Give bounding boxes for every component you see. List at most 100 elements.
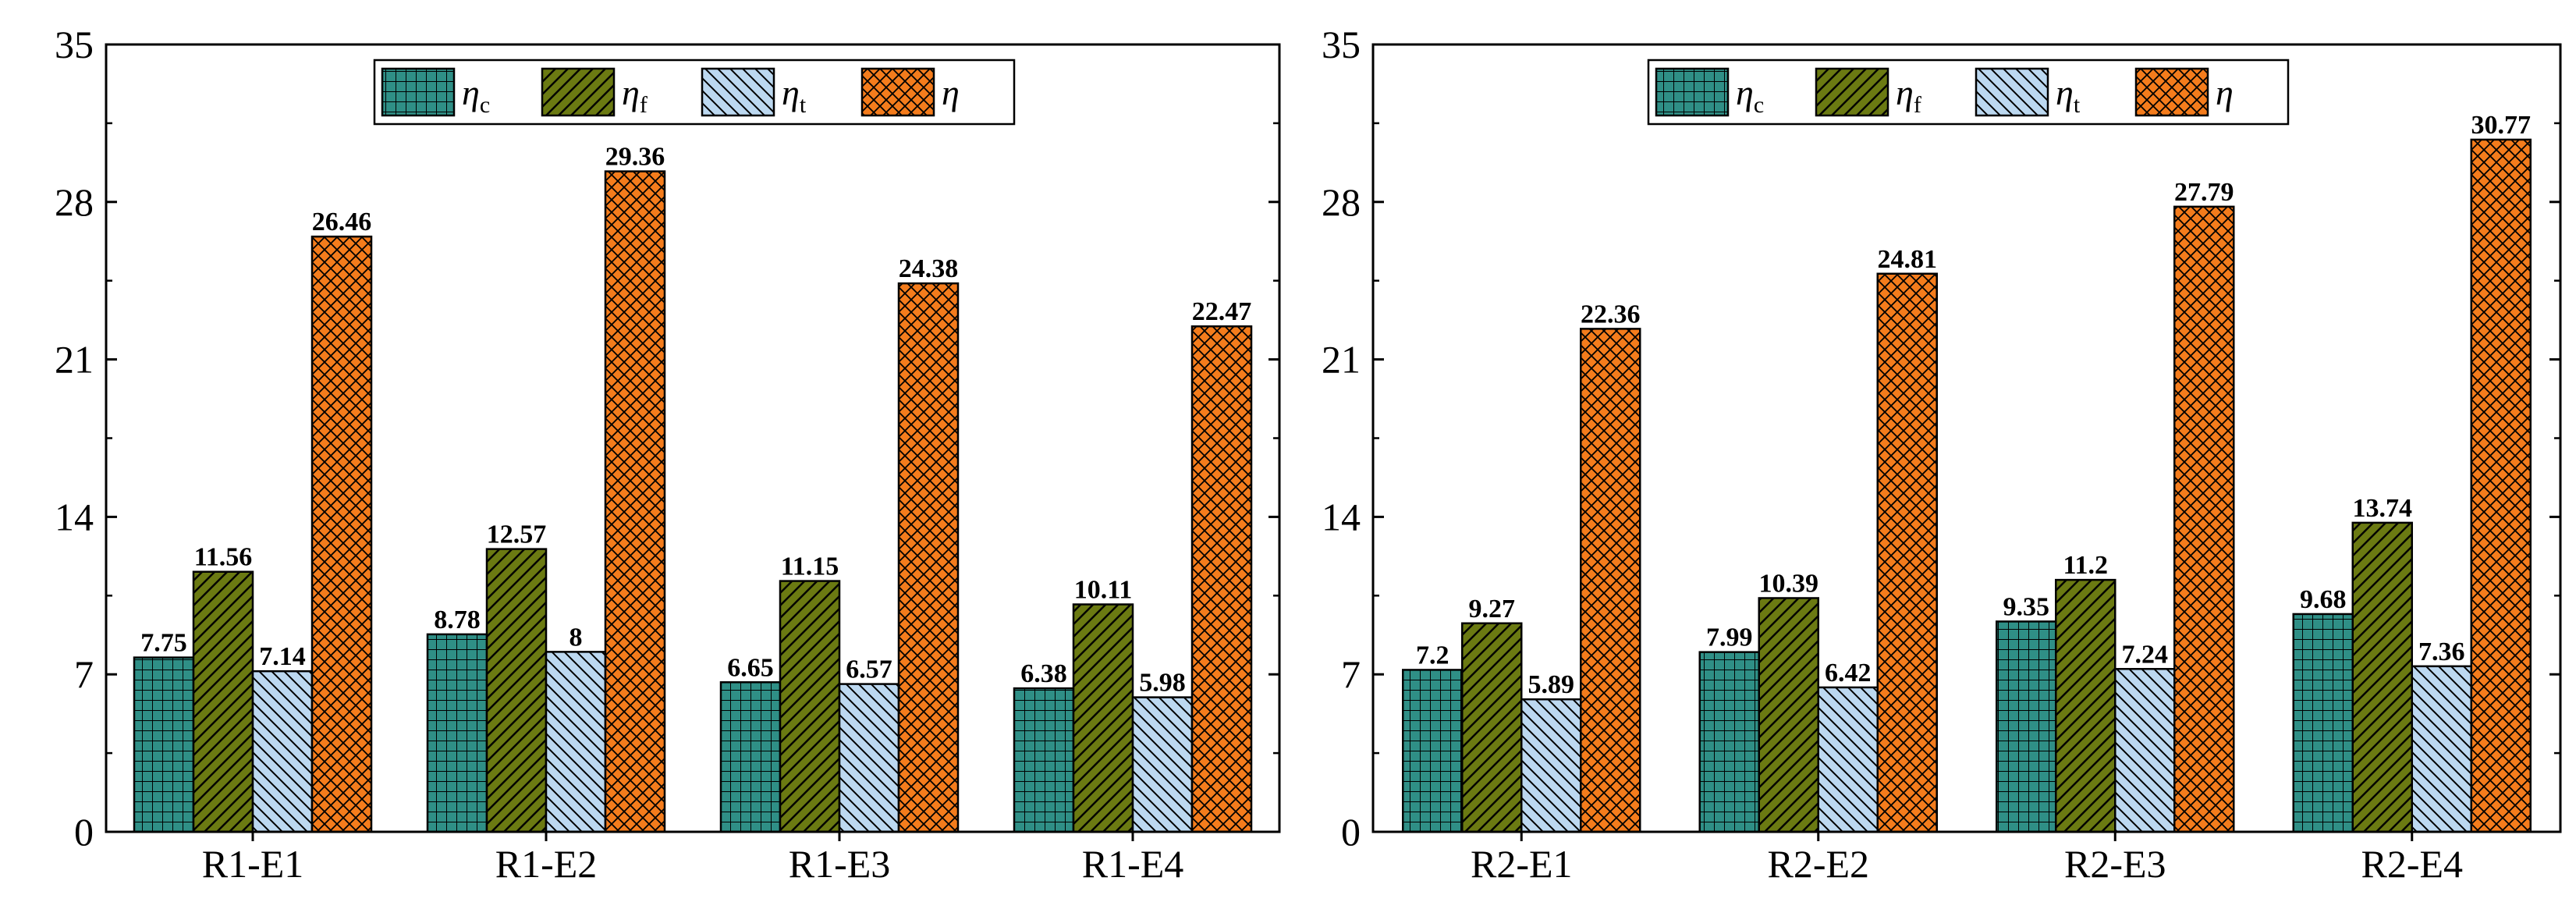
legend-subscript: t [800, 92, 807, 118]
y-tick-label: 7 [1341, 652, 1361, 696]
y-tick-label: 14 [1322, 495, 1361, 538]
y-tick-label: 0 [74, 810, 94, 854]
data-label: 7.36 [2418, 638, 2465, 666]
data-label: 5.89 [1528, 670, 1575, 699]
legend-label-f: ηf [1896, 73, 1921, 118]
bar-t-r1-e3 [838, 683, 900, 833]
legend-subscript: c [1754, 92, 1764, 118]
bar-e-r1-e1 [310, 235, 373, 833]
bar-t-r2-e3 [2114, 668, 2176, 833]
bar-f-r1-e3 [779, 580, 841, 833]
legend-swatch-f [541, 67, 616, 117]
data-label: 24.38 [899, 254, 959, 283]
y-tick-label: 28 [55, 180, 94, 224]
x-category-label: R2-E2 [1767, 842, 1869, 886]
x-category-label: R1-E2 [495, 842, 598, 886]
data-label: 30.77 [2471, 111, 2532, 140]
y-tick-label: 0 [1341, 810, 1361, 854]
bar-f-r2-e4 [2351, 521, 2413, 833]
data-label: 12.57 [487, 520, 547, 549]
legend-label-e: η [942, 73, 960, 112]
bar-e-r2-e1 [1580, 328, 1641, 833]
legend-symbol: η [782, 73, 800, 112]
bar-f-r1-e4 [1072, 603, 1134, 833]
data-label: 24.81 [1878, 245, 1938, 274]
legend-symbol: η [462, 73, 480, 112]
data-label: 22.47 [1192, 297, 1252, 326]
data-label: 10.39 [1759, 569, 1819, 598]
bar-e-r1-e3 [897, 282, 960, 833]
data-label: 6.57 [846, 655, 892, 684]
bar-c-r1-e1 [133, 656, 195, 833]
x-category-label: R2-E4 [2361, 842, 2463, 886]
legend-swatch-c [381, 67, 456, 117]
data-label: 6.42 [1825, 659, 1872, 687]
bar-c-r2-e1 [1402, 669, 1464, 833]
bar-c-r1-e4 [1013, 687, 1075, 833]
data-label: 22.36 [1581, 300, 1641, 329]
legend-swatch-e [2134, 67, 2209, 117]
legend-label-c: ηc [462, 73, 490, 118]
plot-frame [1371, 43, 2562, 833]
data-label: 9.27 [1469, 595, 1516, 623]
legend-label-c: ηc [1736, 73, 1764, 118]
legend-subscript: t [2074, 92, 2081, 118]
bar-e-r2-e4 [2470, 138, 2532, 833]
bar-e-r2-e3 [2173, 205, 2235, 833]
chart-panel-right: 0 7 14 21 28 35 7.2 9.27 5.89 22.36 R2-E1 7.9910.39… [1322, 23, 2562, 886]
legend-swatch-t [701, 67, 775, 117]
x-category-label: R2-E3 [2064, 842, 2166, 886]
bar-c-r2-e2 [1698, 651, 1760, 833]
y-tick-label: 28 [1322, 180, 1361, 224]
legend-label-t: ηt [2056, 73, 2081, 118]
legend-swatch-t [1975, 67, 2049, 117]
legend-subscript: f [1914, 92, 1921, 118]
data-label: 7.2 [1416, 641, 1449, 670]
bar-e-r1-e4 [1190, 325, 1253, 833]
data-label: 11.2 [2063, 551, 2108, 580]
legend-label-e: η [2216, 73, 2234, 112]
legend-subscript: c [480, 92, 490, 118]
bar-t-r2-e2 [1817, 686, 1879, 833]
bar-f-r1-e1 [192, 570, 254, 833]
data-label: 8.78 [434, 606, 481, 634]
legend-symbol: η [1896, 73, 1914, 112]
legend-symbol: η [2216, 73, 2234, 112]
data-label: 7.75 [140, 629, 187, 658]
plot-frame [105, 43, 1281, 833]
bar-e-r2-e2 [1876, 272, 1938, 833]
bar-t-r1-e4 [1131, 696, 1194, 833]
data-label: 5.98 [1139, 669, 1186, 698]
bar-c-r1-e2 [426, 633, 488, 833]
y-tick-label: 7 [74, 652, 94, 696]
data-label: 11.15 [781, 552, 839, 581]
bar-f-r2-e2 [1758, 597, 1819, 833]
data-label: 11.56 [194, 543, 253, 572]
legend-symbol: η [942, 73, 960, 112]
data-label: 27.79 [2174, 178, 2234, 207]
y-tick-label: 21 [55, 338, 94, 382]
data-label: 10.11 [1074, 576, 1133, 605]
data-label: 9.68 [2300, 585, 2347, 614]
legend-label-f: ηf [622, 73, 648, 118]
data-label: 7.14 [259, 642, 306, 671]
x-category-label: R1-E4 [1082, 842, 1184, 886]
x-category-label: R2-E1 [1471, 842, 1573, 886]
y-tick-label: 14 [55, 495, 94, 538]
legend-swatch-e [860, 67, 935, 117]
data-label: 26.46 [312, 208, 372, 236]
data-label: 13.74 [2353, 494, 2413, 523]
y-tick-label: 35 [55, 23, 94, 66]
legend-subscript: f [640, 92, 648, 118]
legend-swatch-f [1815, 67, 1889, 117]
bar-f-r2-e1 [1461, 622, 1523, 833]
bar-t-r1-e1 [251, 670, 314, 833]
x-category-label: R1-E3 [789, 842, 891, 886]
legend-symbol: η [1736, 73, 1754, 112]
data-label: 29.36 [605, 143, 665, 172]
bar-c-r2-e3 [1996, 620, 2057, 833]
x-category-label: R1-E1 [202, 842, 304, 886]
y-tick-label: 21 [1322, 338, 1361, 382]
legend-label-t: ηt [782, 73, 807, 118]
chart-panel-left: 0 7 14 21 28 35 7.75 11.56 7.14 26.46 R1-E1 8.78 12.… [55, 23, 1281, 886]
